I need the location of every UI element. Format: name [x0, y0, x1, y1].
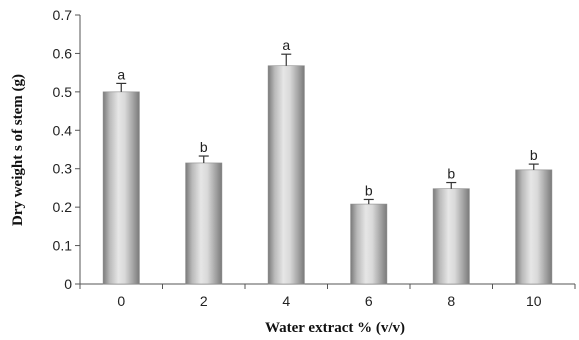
bar — [185, 162, 223, 285]
y-tick-label: 0.1 — [53, 238, 73, 254]
y-tick-label: 0.2 — [53, 199, 73, 215]
bars: a b a b b b — [102, 37, 553, 285]
bar — [350, 203, 388, 285]
y-tick-label: 0.6 — [53, 45, 73, 61]
significance-label: a — [117, 66, 125, 82]
x-axis-title: Water extract % (v/v) — [265, 320, 405, 336]
y-tick-label: 0.7 — [53, 7, 73, 23]
significance-label: b — [365, 182, 373, 198]
y-tick-label: 0.3 — [53, 161, 73, 177]
x-tick-label: 8 — [447, 293, 455, 309]
x-tick-label: 6 — [365, 293, 373, 309]
x-tick-label: 0 — [117, 293, 125, 309]
y-tick-label: 0 — [64, 276, 72, 292]
significance-label: b — [447, 166, 455, 182]
bar — [267, 65, 305, 285]
y-tick-label: 0.5 — [53, 84, 73, 100]
x-axis: 0 2 4 6 8 10 — [79, 283, 576, 309]
x-tick-label: 4 — [282, 293, 290, 309]
significance-label: b — [200, 139, 208, 155]
x-tick-label: 10 — [526, 293, 542, 309]
significance-label: a — [282, 37, 290, 53]
bar — [102, 91, 140, 285]
bar — [515, 169, 553, 285]
x-tick-label: 2 — [200, 293, 208, 309]
significance-label: b — [530, 147, 538, 163]
bar — [432, 188, 470, 285]
y-tick-label: 0.4 — [53, 122, 73, 138]
y-axis-title: Dry weight s of stem (g) — [10, 74, 26, 226]
y-axis: 0 0.1 0.2 0.3 0.4 0.5 0.6 0.7 — [53, 7, 81, 292]
